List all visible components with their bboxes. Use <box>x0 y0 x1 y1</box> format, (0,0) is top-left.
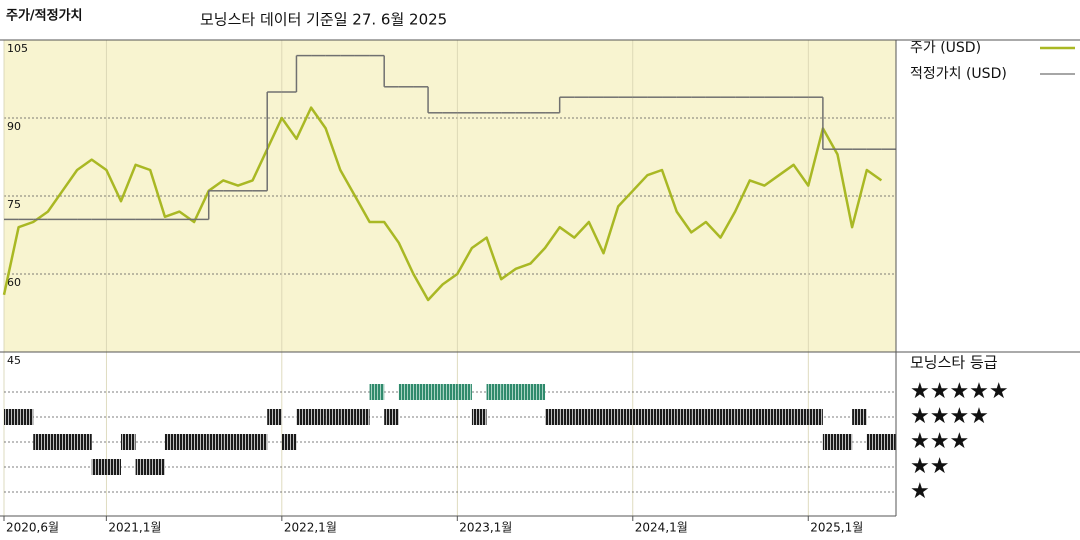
rating-bar <box>33 434 48 450</box>
rating-bar <box>486 384 502 400</box>
x-tick-label: 2023,1월 <box>459 521 512 535</box>
rating-bar <box>735 409 750 425</box>
rating-bar <box>471 409 487 425</box>
rating-bar <box>135 459 151 475</box>
y-tick-label: 75 <box>7 198 21 211</box>
rating-bar <box>281 434 297 450</box>
rating-bar <box>852 409 867 425</box>
rating-bar <box>252 434 268 450</box>
rating-bar <box>749 409 765 425</box>
y-tick-label: 105 <box>7 42 28 55</box>
x-tick-label: 2021,1월 <box>108 521 161 535</box>
rating-bar <box>369 384 385 400</box>
rating-bar <box>881 434 896 450</box>
rating-bar <box>91 459 107 475</box>
rating-bar <box>705 409 721 425</box>
y-tick-label: 45 <box>7 354 21 367</box>
rating-bar <box>325 409 341 425</box>
rating-title: 모닝스타 등급 <box>910 354 998 372</box>
chart-subtitle: 모닝스타 데이터 기준일 27. 6월 2025 <box>200 11 447 29</box>
legend-label: 주가 (USD) <box>910 40 981 56</box>
rating-bar <box>603 409 619 425</box>
rating-bar <box>618 409 633 425</box>
rating-bar <box>77 434 92 450</box>
rating-bar <box>47 434 63 450</box>
rating-bar <box>574 409 589 425</box>
rating-label: ★★★ <box>910 429 969 454</box>
rating-bar <box>296 409 312 425</box>
rating-label: ★★ <box>910 454 949 479</box>
rating-bar <box>530 384 546 400</box>
rating-bar <box>4 409 19 425</box>
rating-bar <box>559 409 575 425</box>
rating-bar <box>340 409 355 425</box>
rating-bar <box>442 384 458 400</box>
rating-bar <box>311 409 326 425</box>
rating-bar <box>515 384 531 400</box>
rating-bar <box>632 409 648 425</box>
rating-bar <box>866 434 882 450</box>
rating-bar <box>720 409 736 425</box>
rating-bar <box>662 409 677 425</box>
y-tick-label: 60 <box>7 276 21 289</box>
rating-bar <box>237 434 253 450</box>
price-line <box>2 106 883 302</box>
rating-bar <box>267 409 282 425</box>
rating-bar <box>822 434 838 450</box>
rating-bar <box>413 384 429 400</box>
x-tick-label: 2022,1월 <box>284 521 337 535</box>
rating-bar <box>398 384 414 400</box>
x-tick-label: 2020,6월 <box>6 521 59 535</box>
rating-bar <box>837 434 853 450</box>
rating-bar <box>764 409 780 425</box>
y-tick-label: 90 <box>7 120 21 133</box>
x-tick-label: 2025,1월 <box>810 521 863 535</box>
rating-bar <box>676 409 692 425</box>
rating-bar <box>691 409 706 425</box>
rating-label: ★★★★ <box>910 404 989 429</box>
rating-bar <box>384 409 399 425</box>
rating-bar <box>647 409 663 425</box>
rating-bar <box>208 434 224 450</box>
legend-label: 적정가치 (USD) <box>910 66 1007 82</box>
rating-bar <box>120 434 136 450</box>
rating-bar <box>194 434 209 450</box>
rating-bar <box>428 384 443 400</box>
rating-bar <box>501 384 516 400</box>
rating-bar <box>223 434 238 450</box>
rating-bar <box>354 409 370 425</box>
rating-label: ★ <box>910 479 930 504</box>
rating-bar <box>62 434 78 450</box>
chart-title: 주가/적정가치 <box>6 8 83 24</box>
rating-bar <box>164 434 180 450</box>
rating-bar <box>150 459 165 475</box>
rating-bar <box>808 409 823 425</box>
rating-bar <box>106 459 121 475</box>
rating-bar <box>793 409 809 425</box>
rating-label: ★★★★★ <box>910 379 1009 404</box>
x-tick-label: 2024,1월 <box>635 521 688 535</box>
rating-bar <box>179 434 195 450</box>
rating-bar <box>457 384 472 400</box>
rating-bar <box>588 409 604 425</box>
rating-bar <box>779 409 794 425</box>
rating-bar <box>18 409 34 425</box>
rating-bar <box>545 409 560 425</box>
